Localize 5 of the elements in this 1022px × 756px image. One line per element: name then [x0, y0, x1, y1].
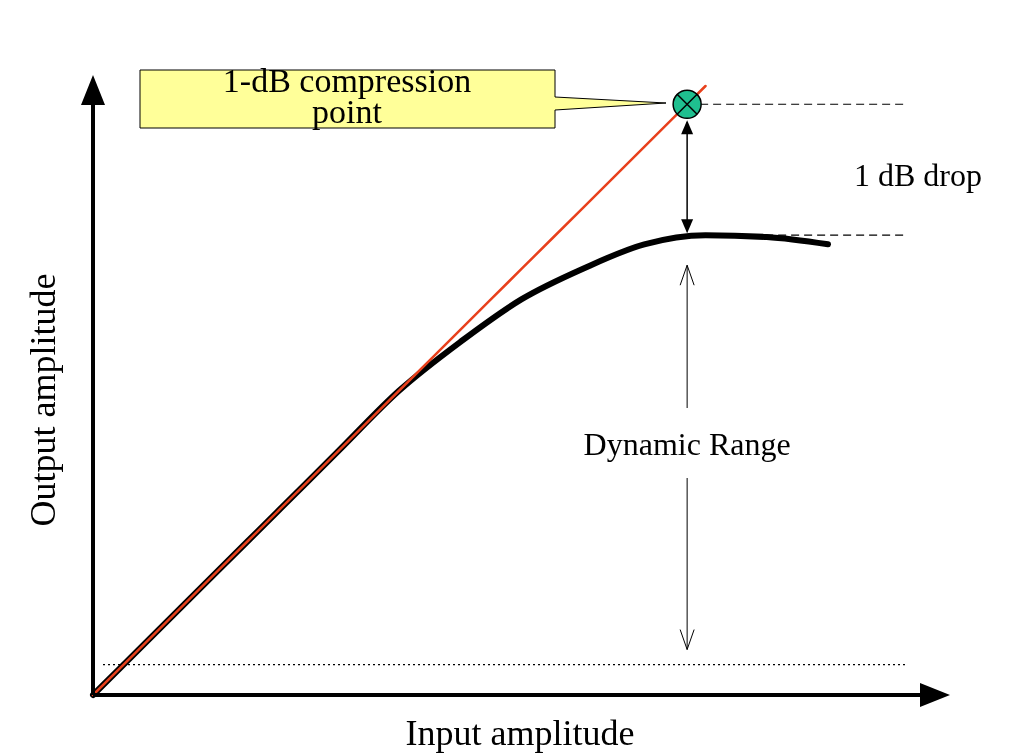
x-axis-title: Input amplitude: [405, 713, 635, 753]
y-axis-title: Output amplitude: [23, 273, 63, 527]
annotation: 1 dB drop: [854, 157, 982, 193]
annotation: Dynamic Range: [583, 426, 791, 462]
annotation: 1-dB compression point: [222, 62, 472, 130]
